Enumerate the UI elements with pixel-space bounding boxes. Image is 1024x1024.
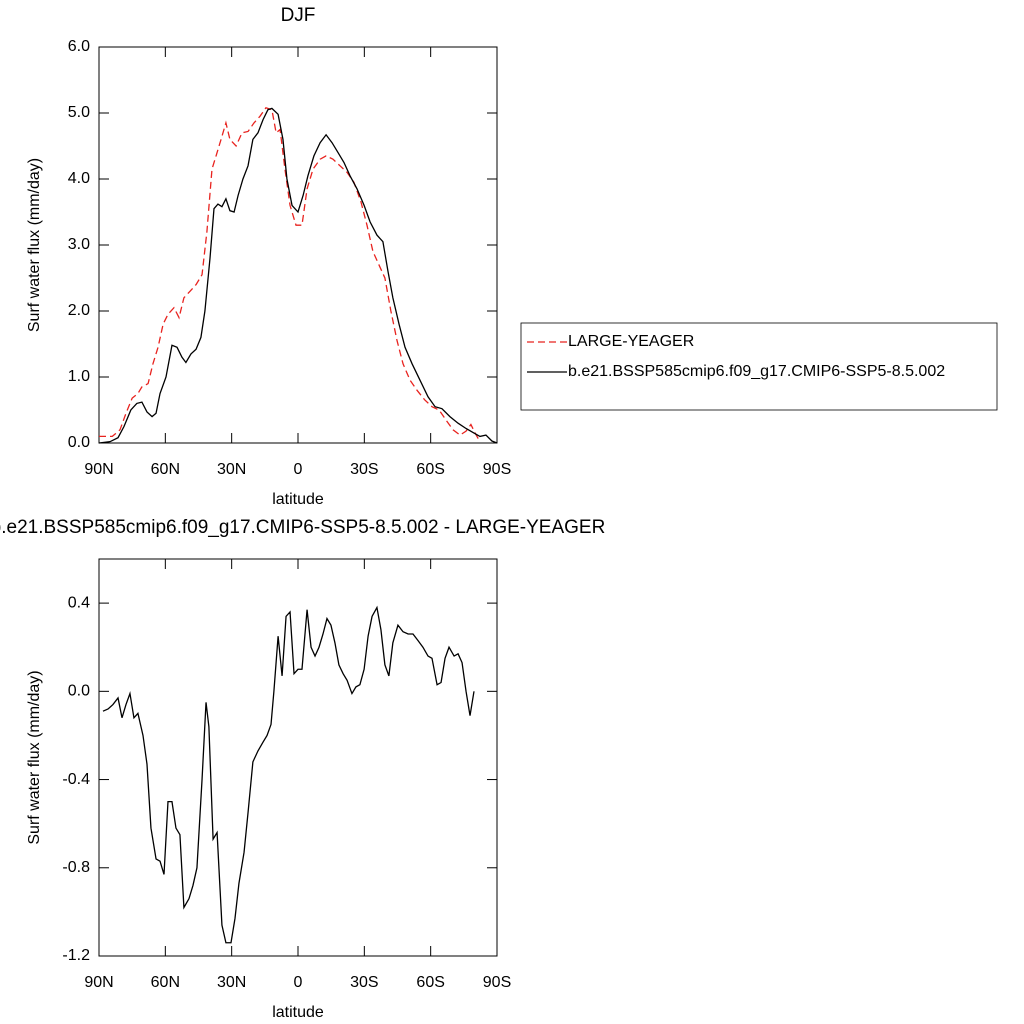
y-tick-label: 0.0 [68, 683, 90, 700]
legend-box [520, 322, 998, 411]
x-tick-label: 90S [483, 461, 511, 478]
x-axis-label: latitude [272, 491, 324, 508]
x-tick-label: 30S [350, 461, 378, 478]
x-tick-label: 60S [416, 461, 444, 478]
data-line [99, 106, 481, 443]
x-tick-label: 60N [151, 974, 180, 991]
y-tick-label: 2.0 [68, 302, 90, 319]
x-tick-label: 60N [151, 461, 180, 478]
y-tick-label: 5.0 [68, 104, 90, 121]
plot-frame [98, 558, 498, 957]
x-tick-label: 90S [483, 974, 511, 991]
y-axis-label: Surf water flux (mm/day) [26, 670, 43, 844]
legend-label: LARGE-YEAGER [568, 333, 694, 350]
chart-title: b.e21.BSSP585cmip6.f09_g17.CMIP6-SSP5-8.… [0, 517, 605, 538]
y-tick-label: 0.0 [68, 434, 90, 451]
y-tick-label: 0.4 [68, 594, 90, 611]
x-tick-label: 30N [217, 974, 246, 991]
x-tick-label: 90N [84, 974, 113, 991]
y-tick-label: 3.0 [68, 236, 90, 253]
chart-title: DJF [281, 5, 316, 26]
x-tick-label: 60S [416, 974, 444, 991]
y-tick-label: 6.0 [68, 38, 90, 55]
y-tick-label: -0.4 [62, 771, 90, 788]
x-tick-label: 0 [294, 461, 303, 478]
y-tick-label: -0.8 [62, 859, 90, 876]
x-tick-label: 30S [350, 974, 378, 991]
x-axis-label: latitude [272, 1004, 324, 1021]
y-axis-label: Surf water flux (mm/day) [26, 158, 43, 332]
plot-frame [98, 46, 498, 444]
data-line [98, 107, 498, 444]
x-tick-label: 0 [294, 974, 303, 991]
y-tick-label: -1.2 [62, 947, 90, 964]
x-tick-label: 90N [84, 461, 113, 478]
y-tick-label: 1.0 [68, 368, 90, 385]
data-line [102, 605, 475, 944]
y-tick-label: 4.0 [68, 170, 90, 187]
legend-label: b.e21.BSSP585cmip6.f09_g17.CMIP6-SSP5-8.… [568, 363, 945, 380]
x-tick-label: 30N [217, 461, 246, 478]
